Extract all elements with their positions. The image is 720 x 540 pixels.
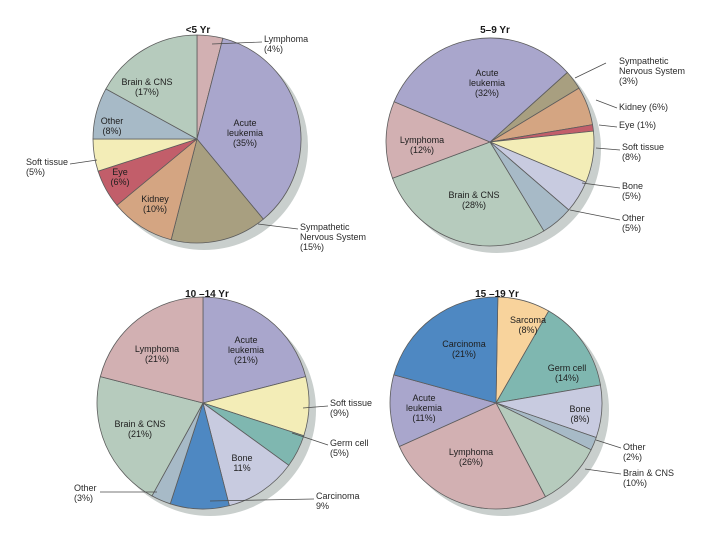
slice-label-soft-tissue: Soft tissue (5%) [26,157,68,177]
slice-label-kidney: Kidney (6%) [619,102,668,112]
slice-label-brain-and-cns: Brain & CNS (10%) [623,468,674,488]
slice-germ-cell [495,310,601,404]
leader-line-other [595,439,622,449]
slice-lymphoma [99,296,204,404]
pie-chart-1: <5 Yr Lymphoma (4%) Acute leukemia (35%) Sympa… [26,25,366,252]
leader-line-germ-cell [291,432,329,446]
pie-chart-2: 5–9 Yr Sympathetic Nervous System (3%) Kidne… [385,25,685,253]
slice-lymphoma [385,101,492,179]
slice-label-other: Other (2%) [623,442,646,462]
leader-line-eye [598,124,618,128]
slice-brain-and-cns [105,34,198,140]
slice-label-bone: Bone 11% [231,453,252,473]
leader-line-soft-tissue [69,159,98,165]
slice-label-brain-and-cns: Brain & CNS (21%) [114,419,165,439]
slice-label-carcinoma: Carcinoma (21%) [442,339,486,359]
leader-line-lymphoma [211,41,263,45]
slice-label-sympathetic-nervous-system: Sympathetic Nervous System (15%) [300,222,366,252]
slice-label-acute-leukemia: Acute leukemia (32%) [469,68,505,98]
slice-brain-and-cns [96,376,204,497]
slice-label-sarcoma: Sarcoma (8%) [510,315,546,335]
chart-title: <5 Yr [186,25,211,36]
slice-label-soft-tissue: Soft tissue (9%) [330,398,372,418]
slice-carcinoma [393,296,499,404]
slice-lymphoma [398,402,546,510]
slice-label-other: Other (3%) [74,483,97,503]
slice-label-acute-leukemia: Acute leukemia (21%) [228,335,264,365]
slice-label-eye: Eye (1%) [619,120,656,130]
leader-line-soft-tissue [595,147,621,151]
slice-label-lymphoma: Lymphoma (21%) [135,344,179,364]
slice-label-lymphoma: Lymphoma (12%) [400,135,444,155]
slice-bone [202,402,290,507]
pie-chart-3: 10 –14 Yr Acute leukemia (21%) Soft tissue (9… [74,289,372,516]
slice-label-brain-and-cns: Brain & CNS (28%) [448,190,499,210]
slice-label-bone: Bone (5%) [622,181,643,201]
pie-chart-4: 15 –19 Yr Sarcoma (8%) Germ cell (14%) Bone (8… [389,289,674,516]
leader-line-sympathetic-nervous-system [257,223,299,230]
leader-line-sympathetic-nervous-system [574,62,607,79]
chart-title: 10 –14 Yr [185,289,229,300]
slice-label-bone: Bone (8%) [569,404,590,424]
leader-line-soft-tissue [302,405,329,409]
slice-acute-leukemia [196,37,302,220]
slice-brain-and-cns [392,141,545,247]
leader-line-other [569,209,621,221]
slice-label-kidney: Kidney (10%) [141,194,169,214]
chart-title: 5–9 Yr [480,25,510,36]
slice-sympathetic-nervous-system [170,138,264,244]
slice-label-other: Other (5%) [622,213,645,233]
slice-label-soft-tissue: Soft tissue (8%) [622,142,664,162]
slice-label-germ-cell: Germ cell (5%) [330,438,369,458]
leader-line-kidney [595,99,618,109]
slice-label-other: Other (8%) [101,116,124,136]
leader-line-carcinoma [209,498,315,502]
slice-acute-leukemia [389,374,498,447]
slice-label-brain-and-cns: Brain & CNS (17%) [121,77,172,97]
slice-acute-leukemia [202,296,307,404]
chart-title: 15 –19 Yr [475,289,519,300]
slice-label-lymphoma: Lymphoma (4%) [264,34,308,54]
leader-line-bone [581,182,621,189]
slice-acute-leukemia [393,37,568,143]
slice-label-sympathetic-nervous-system: Sympathetic Nervous System (3%) [619,56,685,86]
slice-label-acute-leukemia: Acute leukemia (11%) [406,393,442,423]
slice-label-carcinoma: Carcinoma 9% [316,491,360,511]
slice-label-acute-leukemia: Acute leukemia (35%) [227,118,263,148]
slice-label-lymphoma: Lymphoma (26%) [449,447,493,467]
slice-label-eye: Eye (6%) [110,167,129,187]
slice-label-germ-cell: Germ cell (14%) [548,363,587,383]
leader-line-brain-and-cns [584,468,622,475]
